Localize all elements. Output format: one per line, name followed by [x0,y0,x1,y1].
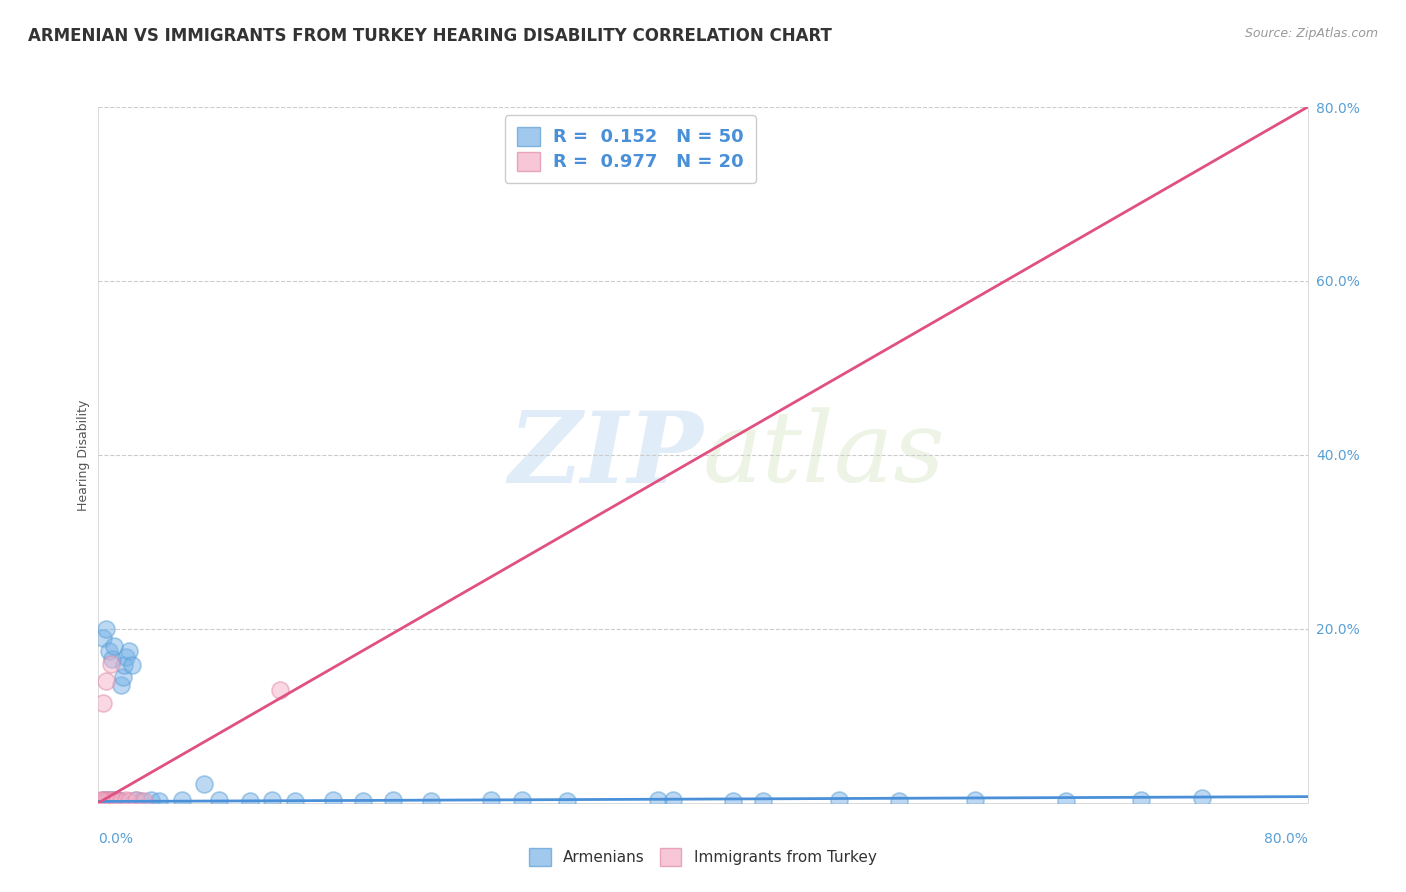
Point [91,696,114,710]
Point [132,794,155,808]
Point [108,794,131,808]
Point [382,793,405,807]
Point [91,631,114,645]
Point [90,793,112,807]
Point [721,794,744,808]
Point [125,793,148,807]
Text: atlas: atlas [703,408,946,502]
Point [105,794,128,808]
Point [110,678,132,692]
Point [112,658,135,673]
Text: 0.0%: 0.0% [98,832,134,846]
Point [96,794,118,808]
Point [103,794,125,808]
Point [141,793,163,807]
Point [125,793,148,807]
Point [93,794,115,808]
Point [103,794,125,808]
Point [91,793,114,807]
Text: ARMENIAN VS IMMIGRANTS FROM TURKEY HEARING DISABILITY CORRELATION CHART: ARMENIAN VS IMMIGRANTS FROM TURKEY HEARI… [28,27,832,45]
Point [889,794,911,808]
Point [100,657,122,671]
Point [193,777,215,791]
Point [98,793,121,807]
Point [100,794,122,808]
Point [965,793,987,807]
Point [104,793,127,807]
Point [752,794,775,808]
Point [419,794,441,808]
Point [239,794,262,808]
Text: ZIP: ZIP [508,407,703,503]
Text: 80.0%: 80.0% [1264,832,1308,846]
Point [322,793,344,807]
Point [94,622,117,636]
Point [101,652,124,666]
Point [90,794,112,808]
Legend: Armenians, Immigrants from Turkey: Armenians, Immigrants from Turkey [520,839,886,875]
Point [94,674,117,689]
Point [101,793,124,807]
Point [352,794,374,808]
Point [107,793,129,807]
Point [118,643,141,657]
Point [1054,794,1077,808]
Point [105,793,128,807]
Point [114,649,136,664]
Point [647,793,669,807]
Point [98,793,121,807]
Point [269,682,291,697]
Y-axis label: Hearing Disability: Hearing Disability [77,400,90,510]
Point [148,794,170,808]
Point [284,794,307,808]
Point [129,794,152,808]
Point [101,793,124,807]
Point [103,639,125,653]
Point [208,793,231,807]
Point [170,793,193,807]
Point [100,794,122,808]
Point [661,793,683,807]
Point [94,793,117,807]
Point [114,793,136,807]
Point [510,793,533,807]
Text: Source: ZipAtlas.com: Source: ZipAtlas.com [1244,27,1378,40]
Point [262,793,284,807]
Point [1191,791,1213,805]
Point [481,793,503,807]
Point [555,794,578,808]
Point [121,658,143,673]
Point [111,670,134,684]
Point [828,793,851,807]
Point [110,794,132,808]
Point [118,794,141,808]
Point [94,793,117,807]
Point [91,793,114,807]
Point [1130,793,1153,807]
Point [93,794,115,808]
Point [96,794,118,808]
Point [98,643,121,657]
